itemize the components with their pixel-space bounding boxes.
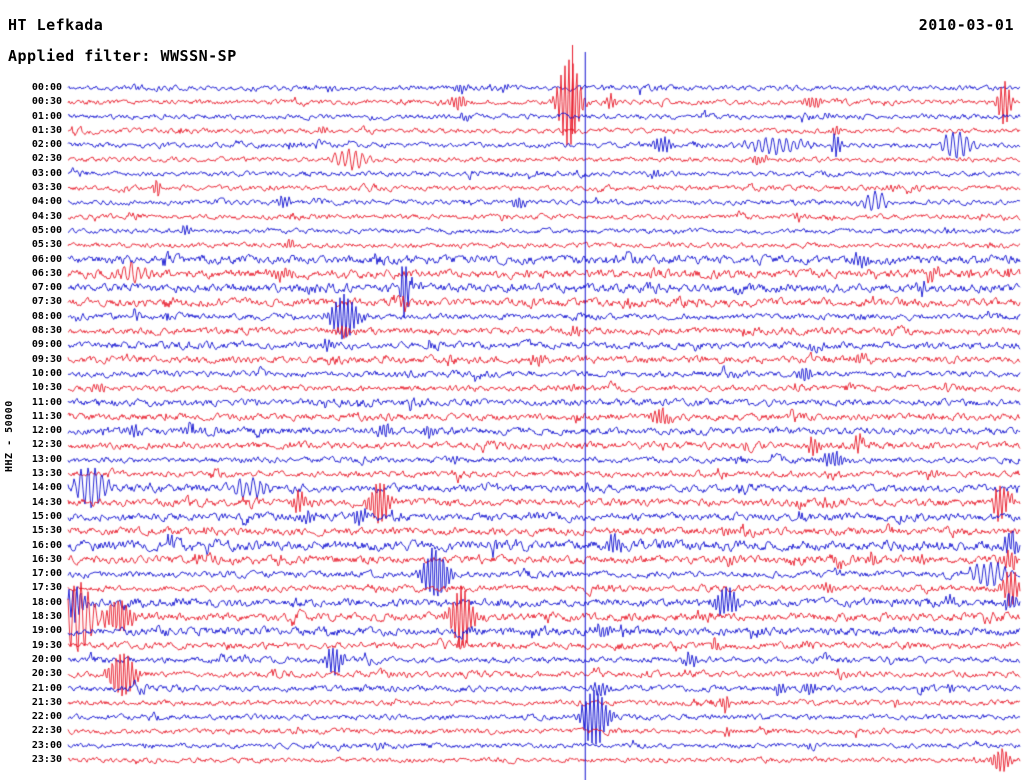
time-label: 03:30 xyxy=(31,182,62,194)
time-label: 00:30 xyxy=(31,96,62,108)
time-label: 16:00 xyxy=(31,539,62,551)
time-label: 01:30 xyxy=(31,124,62,136)
time-label: 05:00 xyxy=(31,224,62,236)
time-label: 16:30 xyxy=(31,553,62,565)
time-label: 21:00 xyxy=(31,682,62,694)
time-label: 17:30 xyxy=(31,582,62,594)
date-label: 2010-03-01 xyxy=(918,16,1014,34)
time-label: 21:30 xyxy=(31,696,62,708)
time-label: 06:00 xyxy=(31,253,62,265)
time-label: 08:00 xyxy=(31,310,62,322)
time-label: 18:30 xyxy=(31,611,62,623)
time-label: 10:00 xyxy=(31,367,62,379)
time-label: 19:00 xyxy=(31,625,62,637)
time-label: 07:00 xyxy=(31,282,62,294)
time-label: 04:00 xyxy=(31,196,62,208)
time-label: 23:30 xyxy=(31,754,62,765)
time-label: 12:30 xyxy=(31,439,62,451)
time-label: 09:00 xyxy=(31,339,62,351)
time-label: 08:30 xyxy=(31,325,62,337)
time-label: 15:30 xyxy=(31,525,62,537)
time-label: 04:30 xyxy=(31,210,62,222)
time-label: 11:00 xyxy=(31,396,62,408)
time-label: 12:00 xyxy=(31,425,62,437)
time-label: 07:30 xyxy=(31,296,62,308)
time-label: 14:30 xyxy=(31,496,62,508)
time-label: 22:00 xyxy=(31,711,62,723)
time-label: 05:30 xyxy=(31,239,62,251)
time-label: 13:00 xyxy=(31,453,62,465)
station-name: HT Lefkada xyxy=(8,16,104,34)
time-label: 15:00 xyxy=(31,510,62,522)
time-label: 14:00 xyxy=(31,482,62,494)
time-label: 01:00 xyxy=(31,110,62,122)
time-label: 18:00 xyxy=(31,596,62,608)
time-label: 02:00 xyxy=(31,139,62,151)
time-label: 17:00 xyxy=(31,568,62,580)
time-label: 11:30 xyxy=(31,410,62,422)
time-label: 09:30 xyxy=(31,353,62,365)
channel-gain-axis-label: HHZ - 50000 xyxy=(4,400,15,472)
time-label: 19:30 xyxy=(31,639,62,651)
time-label: 06:30 xyxy=(31,267,62,279)
time-label: 23:00 xyxy=(31,739,62,751)
filter-label: Applied filter: WWSSN-SP xyxy=(8,47,237,65)
time-label: 22:30 xyxy=(31,725,62,737)
time-label: 13:30 xyxy=(31,468,62,480)
time-label: 20:30 xyxy=(31,668,62,680)
time-label: 03:00 xyxy=(31,167,62,179)
time-label: 02:30 xyxy=(31,153,62,165)
time-label: 00:00 xyxy=(31,82,62,93)
time-label: 10:30 xyxy=(31,382,62,394)
time-label: 20:00 xyxy=(31,653,62,665)
